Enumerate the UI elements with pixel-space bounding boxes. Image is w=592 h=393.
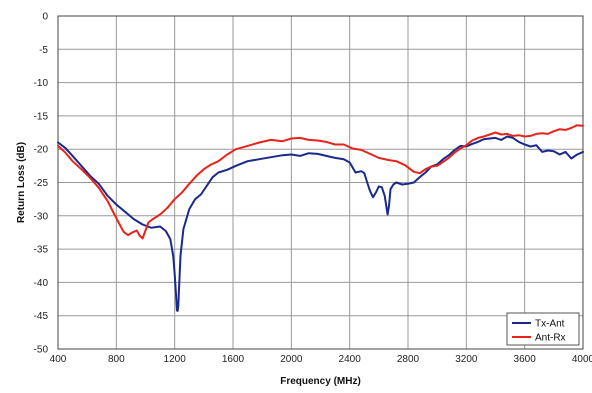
x-tick-label: 2400 — [339, 354, 362, 365]
y-tick-label: -25 — [34, 178, 49, 189]
legend-label-ant-rx: Ant-Rx — [535, 333, 566, 344]
x-tick-label: 2000 — [280, 354, 303, 365]
legend-box — [506, 312, 580, 346]
y-tick-label: -15 — [34, 111, 49, 122]
series-line-tx-ant — [57, 135, 584, 312]
y-tick-label: 0 — [42, 12, 48, 23]
plot-area — [57, 15, 584, 350]
x-tick-label: 400 — [50, 354, 67, 365]
x-tick-label: 2800 — [397, 354, 420, 365]
x-tick-label: 800 — [108, 354, 125, 365]
x-tick-label: 1200 — [164, 354, 187, 365]
legend-label-tx-ant: Tx-Ant — [535, 319, 565, 330]
x-tick-label: 3200 — [455, 354, 478, 365]
legend: Tx-Ant Ant-Rx — [506, 312, 580, 346]
series-lines — [57, 124, 584, 312]
y-tick-label: -30 — [34, 211, 49, 222]
series-line-ant-rx — [57, 124, 584, 240]
x-tick-label: 4000 — [572, 354, 592, 365]
y-tick-label: -5 — [39, 45, 48, 56]
y-tick-label: -50 — [34, 345, 49, 356]
x-tick-label: 3600 — [514, 354, 537, 365]
y-tick-label: -20 — [34, 145, 49, 156]
y-tick-label: -35 — [34, 245, 49, 256]
y-tick-label: -40 — [34, 278, 49, 289]
y-tick-label: -45 — [34, 311, 49, 322]
x-tick-label: 1600 — [222, 354, 245, 365]
x-axis-title: Frequency (MHz) — [280, 376, 361, 387]
y-axis-title: Return Loss (dB) — [16, 142, 27, 223]
axis-tick-labels: 400 800 1200 1600 2000 2400 2800 3200 3600 4000 0 -… — [34, 12, 592, 366]
y-tick-label: -10 — [34, 78, 49, 89]
